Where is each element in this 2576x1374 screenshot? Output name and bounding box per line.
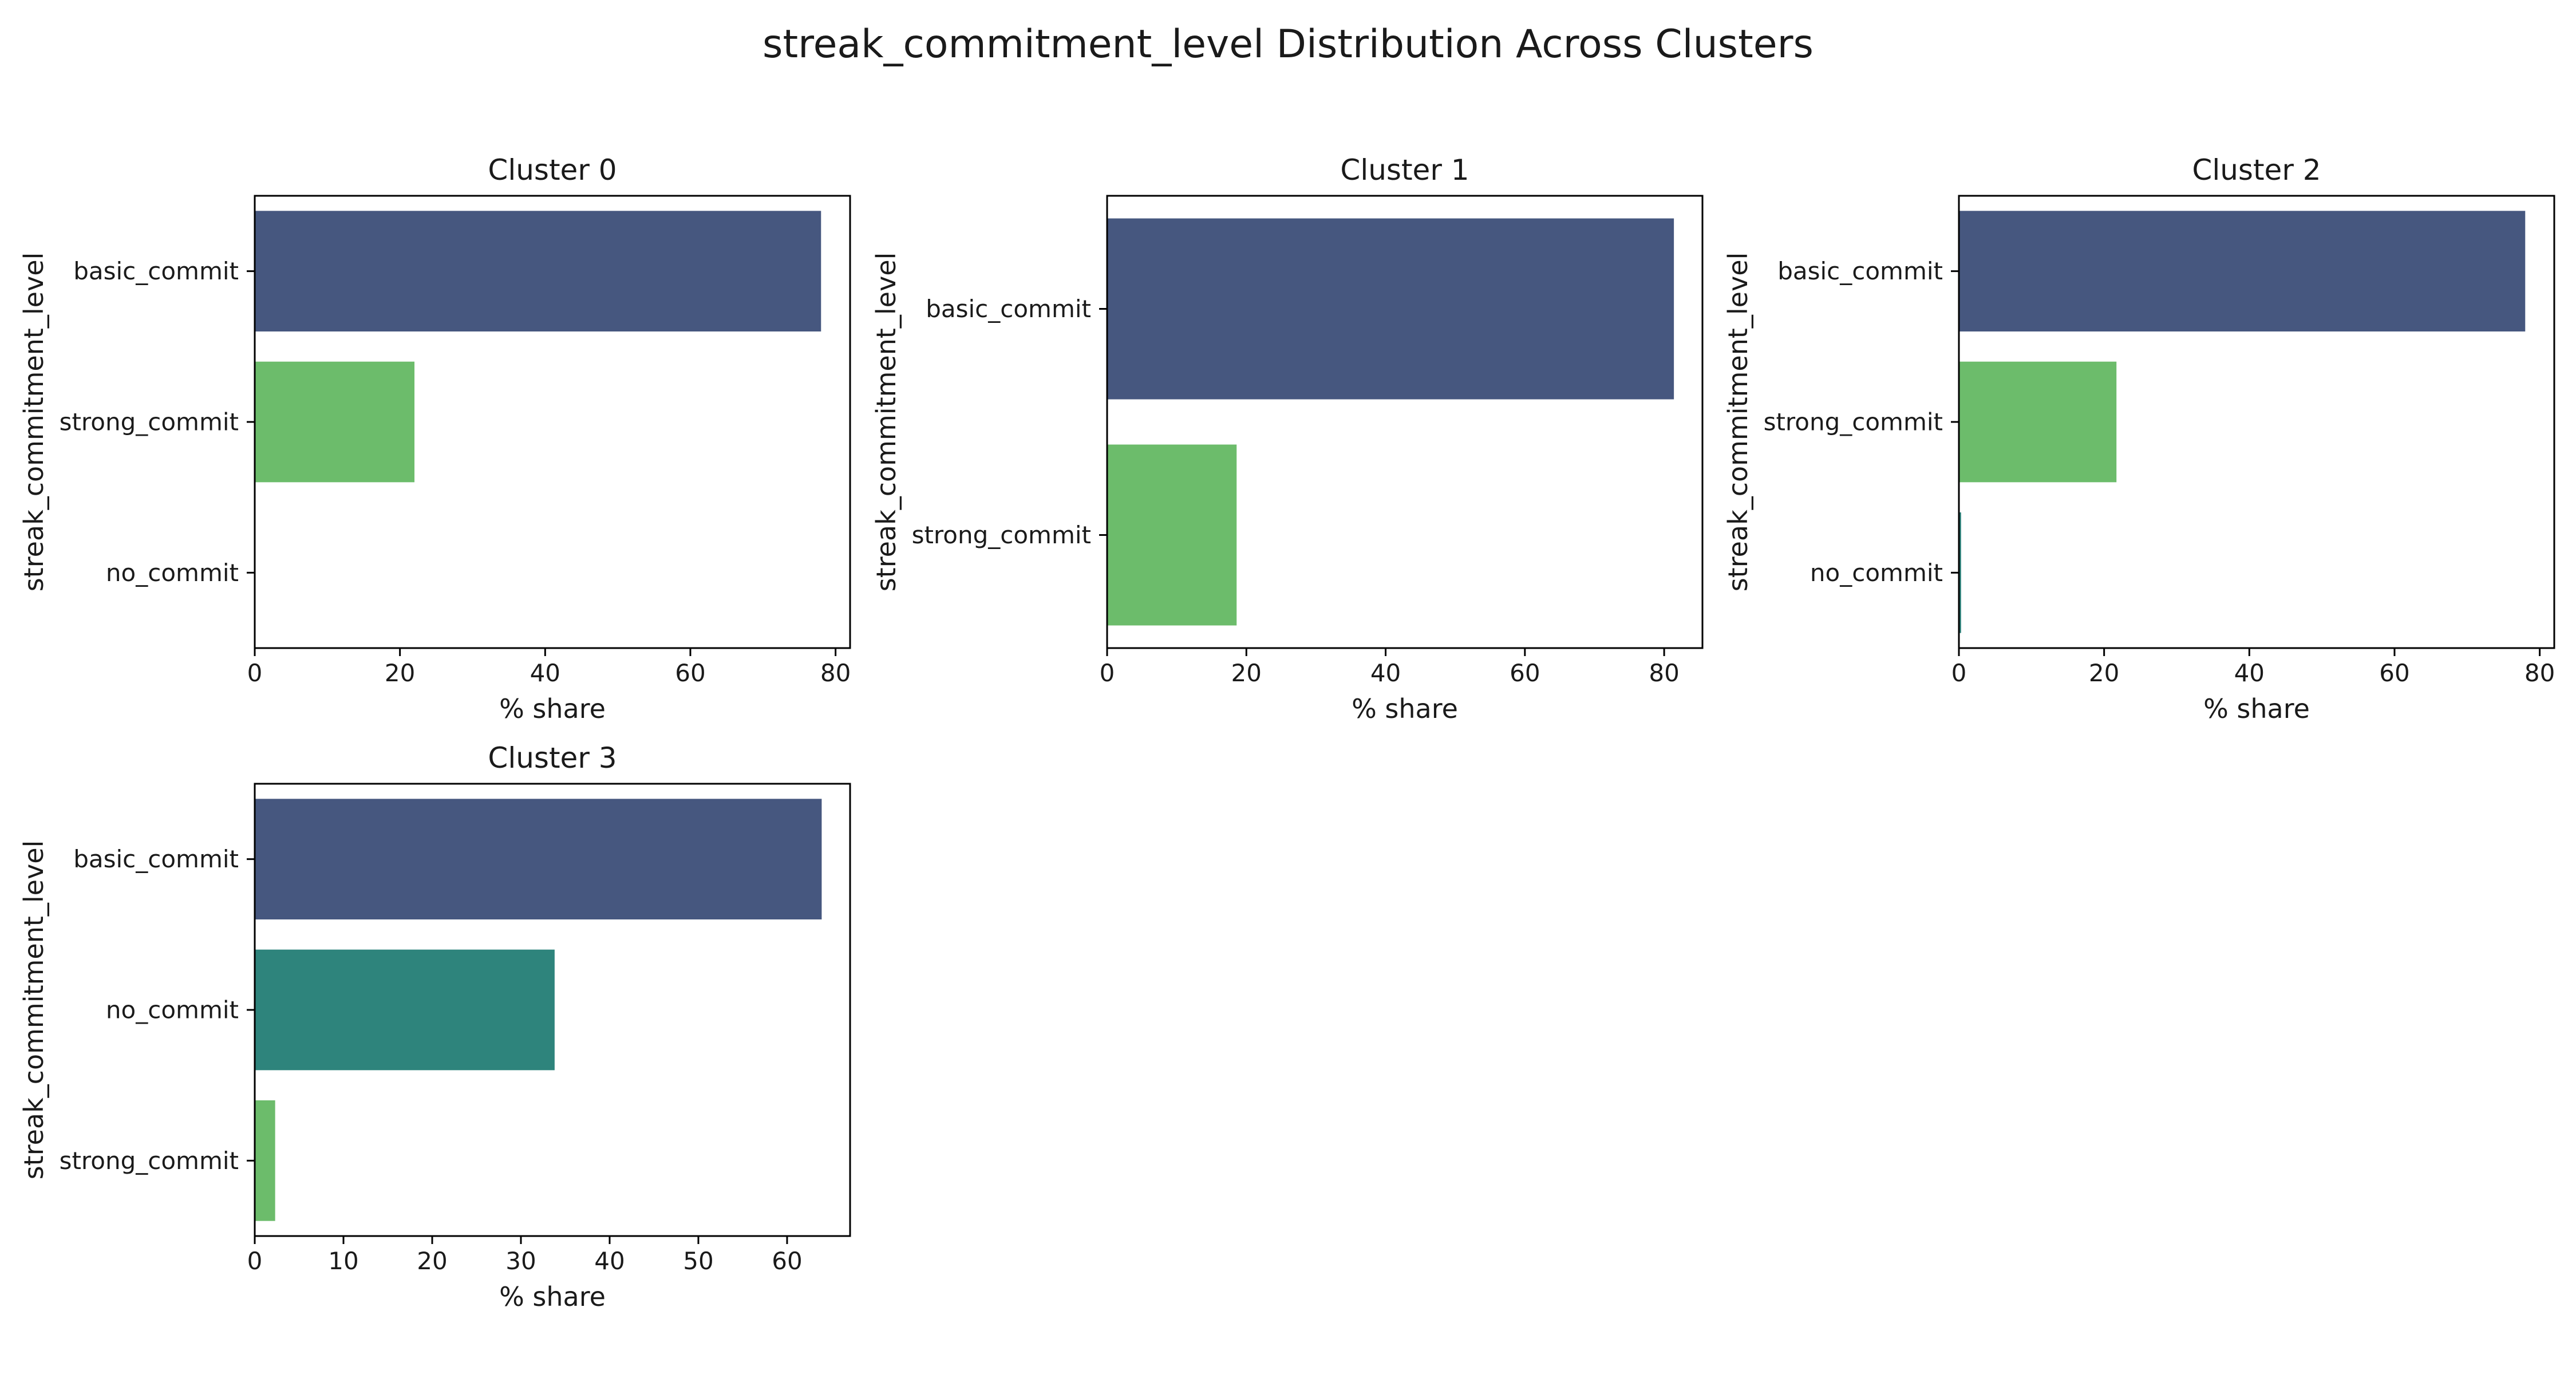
x-axis-label: % share — [1352, 693, 1458, 724]
y-tick-label: basic_commit — [926, 295, 1091, 323]
y-tick-label: basic_commit — [73, 845, 239, 873]
panel-title: Cluster 0 — [488, 153, 617, 187]
x-tick-label: 40 — [2234, 659, 2265, 687]
y-tick-label: strong_commit — [1764, 408, 1943, 436]
y-tick-label: strong_commit — [912, 521, 1091, 549]
axes-frame — [254, 195, 851, 649]
y-axis-label: streak_commitment_level — [18, 840, 49, 1180]
x-tick-label: 60 — [2379, 659, 2409, 687]
x-axis-label: % share — [499, 1281, 606, 1312]
bar — [1959, 211, 2526, 331]
bar — [255, 949, 555, 1071]
y-tick-label: no_commit — [106, 559, 239, 587]
panel-title: Cluster 1 — [1340, 153, 1469, 187]
x-axis-label: % share — [2203, 693, 2310, 724]
axes-frame — [1958, 195, 2555, 649]
y-axis-label: streak_commitment_level — [1722, 252, 1753, 592]
panel-title: Cluster 2 — [2192, 153, 2321, 187]
panel-3: Cluster 3 basic_commit no_commit strong_com… — [18, 741, 851, 1312]
x-tick-label: 80 — [820, 659, 851, 687]
panels: Cluster 0 basic_commit strong_commit no_com… — [18, 153, 2555, 1312]
x-tick-label: 40 — [1370, 659, 1401, 687]
bar — [1107, 444, 1237, 626]
panel-2: Cluster 2 basic_commit strong_commit no_com… — [1722, 153, 2555, 724]
x-tick-label: 60 — [1510, 659, 1540, 687]
y-tick-label: no_commit — [1810, 559, 1943, 587]
x-axis-label: % share — [499, 693, 606, 724]
x-tick-label: 80 — [2524, 659, 2555, 687]
y-axis-label: streak_commitment_level — [18, 252, 49, 592]
x-tick-label: 20 — [2089, 659, 2119, 687]
x-tick-label: 80 — [1649, 659, 1679, 687]
x-tick-label: 60 — [772, 1247, 802, 1275]
bar — [1959, 512, 1961, 633]
x-tick-label: 0 — [1951, 659, 1967, 687]
axes-frame — [1106, 195, 1704, 649]
panel-title: Cluster 3 — [488, 741, 617, 775]
x-tick-label: 0 — [247, 1247, 263, 1275]
figure-title: streak_commitment_level Distribution Acr… — [762, 22, 1814, 67]
x-tick-label: 20 — [1231, 659, 1262, 687]
x-tick-label: 20 — [417, 1247, 447, 1275]
x-tick-label: 10 — [328, 1247, 358, 1275]
bar — [1959, 361, 2117, 483]
y-axis-label: streak_commitment_level — [871, 252, 902, 592]
axes-frame — [254, 783, 851, 1237]
x-tick-label: 40 — [594, 1247, 625, 1275]
panel-1: Cluster 1 basic_commit strong_commit 0 20 40 6… — [871, 153, 1704, 724]
bar — [255, 799, 822, 919]
panel-0: Cluster 0 basic_commit strong_commit no_com… — [18, 153, 851, 724]
x-tick-label: 40 — [530, 659, 560, 687]
y-tick-label: strong_commit — [60, 1147, 239, 1175]
bar — [255, 211, 821, 331]
y-tick-label: strong_commit — [60, 408, 239, 436]
bar — [255, 1100, 275, 1221]
bar — [255, 361, 415, 483]
y-tick-label: no_commit — [106, 996, 239, 1024]
x-tick-label: 50 — [683, 1247, 713, 1275]
x-tick-label: 60 — [675, 659, 705, 687]
y-tick-label: basic_commit — [1777, 257, 1943, 285]
x-tick-label: 0 — [1100, 659, 1115, 687]
x-tick-label: 30 — [505, 1247, 536, 1275]
x-tick-label: 0 — [247, 659, 263, 687]
x-tick-label: 20 — [385, 659, 415, 687]
y-tick-label: basic_commit — [73, 257, 239, 285]
bar — [1107, 218, 1674, 400]
